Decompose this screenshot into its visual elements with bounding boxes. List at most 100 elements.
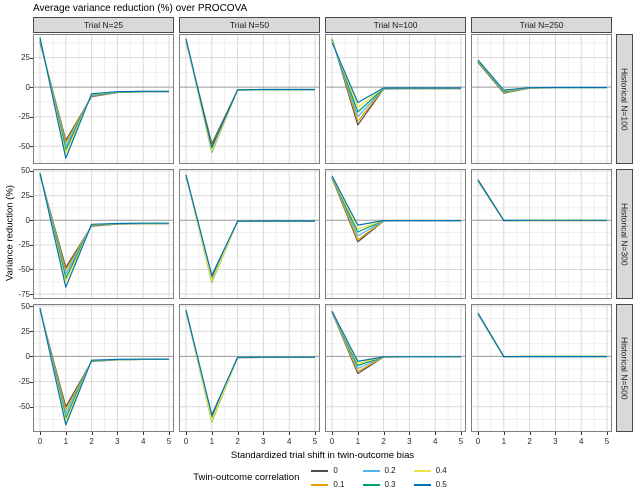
- panel-chart: [179, 169, 320, 299]
- x-tick-mark: [607, 432, 608, 435]
- y-tick-mark: [30, 116, 33, 118]
- y-tick-label: -50: [18, 141, 30, 151]
- y-tick-mark: [30, 306, 33, 308]
- panel-chart: [179, 34, 320, 164]
- legend-key-line: [362, 483, 380, 486]
- x-tick-label: 0: [183, 437, 189, 446]
- y-tick-label: 0: [25, 215, 30, 225]
- x-tick-mark: [315, 432, 316, 435]
- y-tick-label: 50: [21, 166, 30, 176]
- x-tick-mark: [435, 432, 437, 435]
- x-tick-label: 5: [458, 437, 464, 446]
- legend-title: Twin-outcome correlation: [193, 472, 300, 483]
- x-tick-mark: [65, 432, 67, 435]
- x-tick-mark: [357, 432, 359, 435]
- panel-chart: [33, 304, 174, 432]
- x-tick-mark: [91, 432, 93, 435]
- x-tick-label: 1: [355, 437, 361, 446]
- legend-item: 0.5: [413, 480, 447, 489]
- y-tick-mark: [30, 294, 33, 296]
- legend-key-line: [413, 483, 431, 486]
- x-tick-label: 2: [235, 437, 240, 446]
- x-tick-label: 4: [432, 437, 438, 446]
- x-tick-label: 4: [286, 437, 292, 446]
- x-tick-label: 4: [578, 437, 584, 446]
- legend: Twin-outcome correlation 0 0.1 0.2 0.3 0.4 0.…: [0, 466, 640, 489]
- legend-item: 0.2: [362, 466, 396, 475]
- x-tick-label: 0: [475, 437, 481, 446]
- facet-row-strip: Historical N=100: [616, 34, 633, 164]
- series-line-0.5: [331, 42, 461, 104]
- panel-chart: [471, 34, 612, 164]
- legend-key-line: [413, 469, 431, 472]
- y-tick-label: 0: [25, 351, 30, 361]
- y-tick-mark: [30, 331, 33, 333]
- facet-column-strip: Trial N=50: [179, 17, 320, 33]
- facet-column-strip: Trial N=250: [471, 17, 612, 33]
- facet-column-strip: Trial N=25: [33, 17, 174, 33]
- x-tick-label: 5: [166, 437, 172, 446]
- x-tick-mark: [263, 432, 265, 435]
- x-tick-label: 1: [63, 437, 69, 446]
- series-line-0.5: [477, 59, 607, 91]
- panel-chart: [179, 304, 320, 432]
- x-tick-mark: [529, 432, 531, 435]
- y-tick-mark: [30, 146, 33, 148]
- series-line-0.5: [39, 307, 169, 426]
- x-tick-mark: [461, 432, 462, 435]
- x-tick-mark: [237, 432, 239, 435]
- panel-chart: [325, 169, 466, 299]
- series-line-0.5: [331, 310, 461, 363]
- x-tick-mark: [186, 432, 187, 435]
- panel-chart: [33, 169, 174, 299]
- x-tick-label: 0: [37, 437, 43, 446]
- x-tick-label: 5: [312, 437, 318, 446]
- y-tick-mark: [30, 356, 33, 358]
- panel-chart: [325, 34, 466, 164]
- x-tick-mark: [289, 432, 291, 435]
- y-tick-mark: [30, 57, 33, 59]
- y-tick-label: -75: [18, 289, 30, 299]
- series-line-0.5: [185, 38, 315, 149]
- legend-item: 0.4: [413, 466, 447, 475]
- x-tick-label: 1: [209, 437, 215, 446]
- series-line-0.5: [331, 175, 461, 226]
- x-tick-label: 1: [501, 437, 507, 446]
- x-tick-label: 2: [527, 437, 532, 446]
- x-axis-title: Standardized trial shift in twin-outcome…: [230, 450, 415, 461]
- legend-item: 0.1: [311, 480, 345, 489]
- legend-item-label: 0.4: [435, 466, 447, 475]
- y-tick-label: -25: [18, 240, 30, 250]
- y-tick-mark: [30, 220, 33, 222]
- y-tick-label: 25: [21, 53, 30, 63]
- legend-item: 0.3: [362, 480, 396, 489]
- legend-item-label: 0.5: [435, 480, 447, 489]
- legend-key-line: [362, 469, 380, 472]
- panel-chart: [471, 169, 612, 299]
- x-tick-label: 5: [604, 437, 610, 446]
- panel-chart: [33, 34, 174, 164]
- x-tick-mark: [383, 432, 385, 435]
- y-tick-label: -25: [18, 112, 30, 122]
- legend-key-line: [311, 483, 329, 486]
- series-line-0.5: [185, 174, 315, 277]
- y-tick-label: -25: [18, 377, 30, 387]
- legend-item: 0: [311, 466, 344, 475]
- series-line-0.5: [39, 172, 169, 288]
- y-tick-mark: [30, 195, 33, 197]
- y-tick-mark: [30, 406, 33, 408]
- facet-row-strip: Historical N=300: [616, 169, 633, 299]
- x-tick-mark: [581, 432, 583, 435]
- x-tick-label: 3: [115, 437, 120, 446]
- x-tick-label: 0: [329, 437, 335, 446]
- y-tick-mark: [30, 244, 33, 246]
- series-line-0.5: [477, 179, 607, 222]
- x-tick-mark: [332, 432, 333, 435]
- chart-title: Average variance reduction (%) over PROC…: [33, 3, 248, 14]
- y-tick-mark: [30, 170, 33, 172]
- legend-item-label: 0.3: [384, 480, 396, 489]
- x-tick-mark: [478, 432, 479, 435]
- x-tick-label: 2: [381, 437, 386, 446]
- y-tick-mark: [30, 269, 33, 271]
